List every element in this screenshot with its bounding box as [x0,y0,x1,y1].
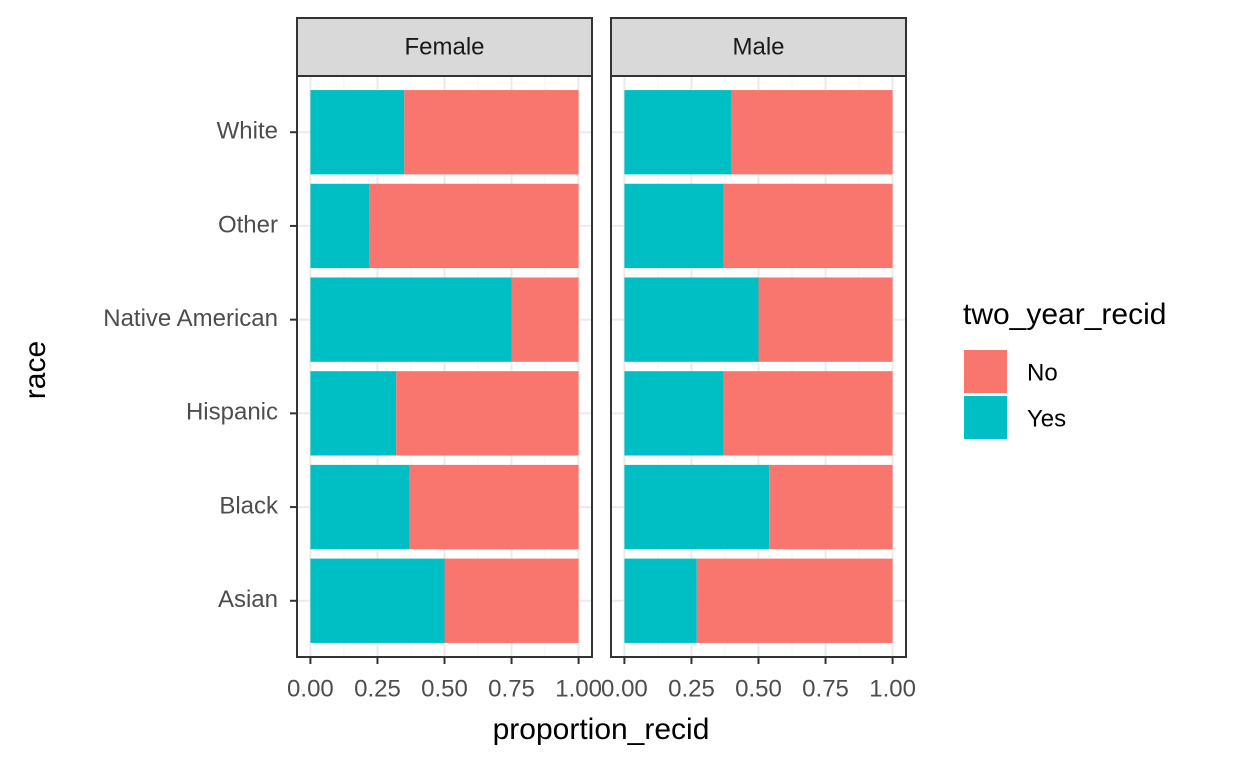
strip-label: Female [404,33,484,60]
y-tick-label: Native American [103,305,278,332]
bar-segment [409,464,579,550]
x-tick-label: 0.25 [354,675,401,702]
x-tick-label: 0.75 [802,675,849,702]
bar-segment [310,558,445,643]
bar-segment [404,90,579,175]
x-tick-label: 1.00 [555,675,602,702]
bar-segment [310,90,405,175]
strip [296,17,593,77]
strip-label: Male [732,33,784,60]
x-tick-label: 0.25 [668,675,715,702]
y-tick-label: Black [219,492,279,519]
bar-segment [624,183,724,269]
bar-segment [369,183,579,269]
x-axis-label: proportion_recid [493,713,710,746]
legend-key [964,396,1007,439]
x-tick-label: 0.00 [601,675,648,702]
bar-segment [396,371,579,456]
bar-segment [624,90,732,175]
x-tick-label: 0.00 [287,675,334,702]
bar-segment [731,90,893,175]
x-tick-label: 0.75 [488,675,535,702]
y-tick-label: White [217,118,278,145]
bar-segment [310,183,370,269]
bar-segment [624,277,759,362]
legend-label: No [1027,359,1058,386]
legend-title: two_year_recid [963,298,1166,331]
y-tick-label: Other [218,211,278,238]
bar-segment [769,464,893,550]
bar-segment [310,277,512,362]
bar-segment [624,371,724,456]
bar-segment [758,277,893,362]
legend-key [964,350,1007,393]
y-tick-label: Hispanic [186,399,278,426]
bar-segment [511,277,579,362]
x-tick-label: 0.50 [421,675,468,702]
strip [610,17,907,77]
bar-segment [723,183,893,269]
bar-segment [624,558,697,643]
legend-label: Yes [1027,405,1066,432]
y-axis-label: race [19,341,52,399]
bar-segment [723,371,893,456]
y-tick-label: Asian [218,586,278,613]
x-tick-label: 1.00 [869,675,916,702]
bar-segment [310,464,410,550]
x-tick-label: 0.50 [735,675,782,702]
bar-segment [310,371,397,456]
bar-segment [444,558,579,643]
bar-segment [696,558,893,643]
bar-segment [624,464,770,550]
